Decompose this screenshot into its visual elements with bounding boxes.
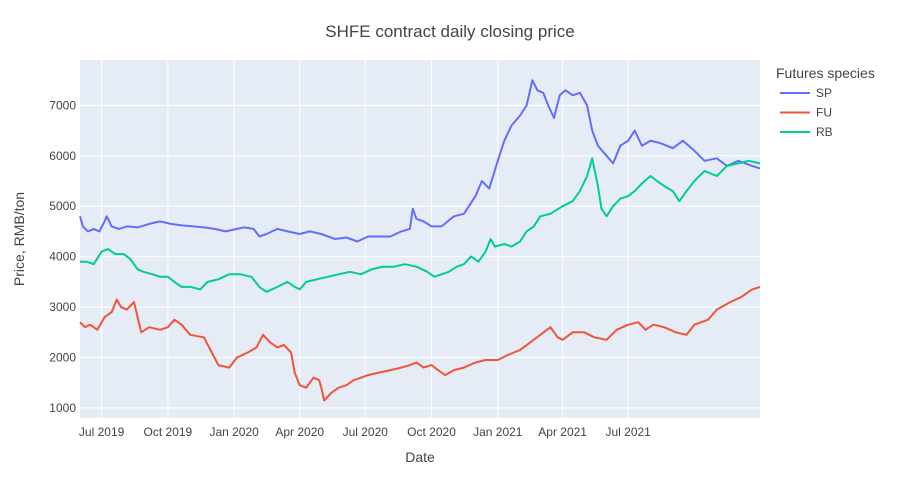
- legend-item-rb[interactable]: RB: [780, 125, 833, 139]
- legend-title: Futures species: [776, 65, 875, 81]
- x-axis-ticks: Jul 2019 Oct 2019 Jan 2020 Apr 2020 Jul 2020…: [79, 425, 651, 439]
- legend[interactable]: SP FU RB: [780, 86, 833, 139]
- y-tick-label: 1000: [49, 401, 76, 415]
- y-tick-label: 3000: [49, 300, 76, 314]
- legend-item-sp[interactable]: SP: [780, 86, 832, 100]
- chart-title: SHFE contract daily closing price: [325, 22, 574, 41]
- legend-label: FU: [816, 106, 832, 120]
- series-line-fu: [79, 285, 761, 402]
- x-tick-label: Oct 2020: [407, 425, 456, 439]
- x-tick-label: Apr 2020: [275, 425, 324, 439]
- y-tick-label: 5000: [49, 199, 76, 213]
- x-axis-title: Date: [405, 449, 435, 465]
- x-tick-label: Jul 2020: [343, 425, 389, 439]
- series-line-rb: [80, 157, 761, 293]
- y-tick-label: 2000: [49, 350, 76, 364]
- legend-label: RB: [816, 125, 833, 139]
- series-lines: [79, 79, 761, 402]
- x-tick-label: Jul 2021: [605, 425, 651, 439]
- x-tick-label: Jul 2019: [79, 425, 125, 439]
- x-tick-label: Jan 2020: [209, 425, 259, 439]
- y-tick-label: 4000: [49, 250, 76, 264]
- y-axis-ticks: 1000 2000 3000 4000 5000 6000 7000: [49, 98, 76, 415]
- plot-area: [80, 60, 760, 418]
- x-tick-label: Oct 2019: [144, 425, 193, 439]
- y-axis-title: Price, RMB/ton: [11, 192, 27, 286]
- legend-label: SP: [816, 86, 832, 100]
- y-tick-label: 7000: [49, 98, 76, 112]
- series-line-sp: [79, 79, 761, 243]
- y-tick-label: 6000: [49, 149, 76, 163]
- legend-item-fu[interactable]: FU: [780, 106, 832, 120]
- x-tick-label: Apr 2021: [538, 425, 587, 439]
- x-tick-label: Jan 2021: [473, 425, 523, 439]
- grid-lines: [80, 60, 760, 418]
